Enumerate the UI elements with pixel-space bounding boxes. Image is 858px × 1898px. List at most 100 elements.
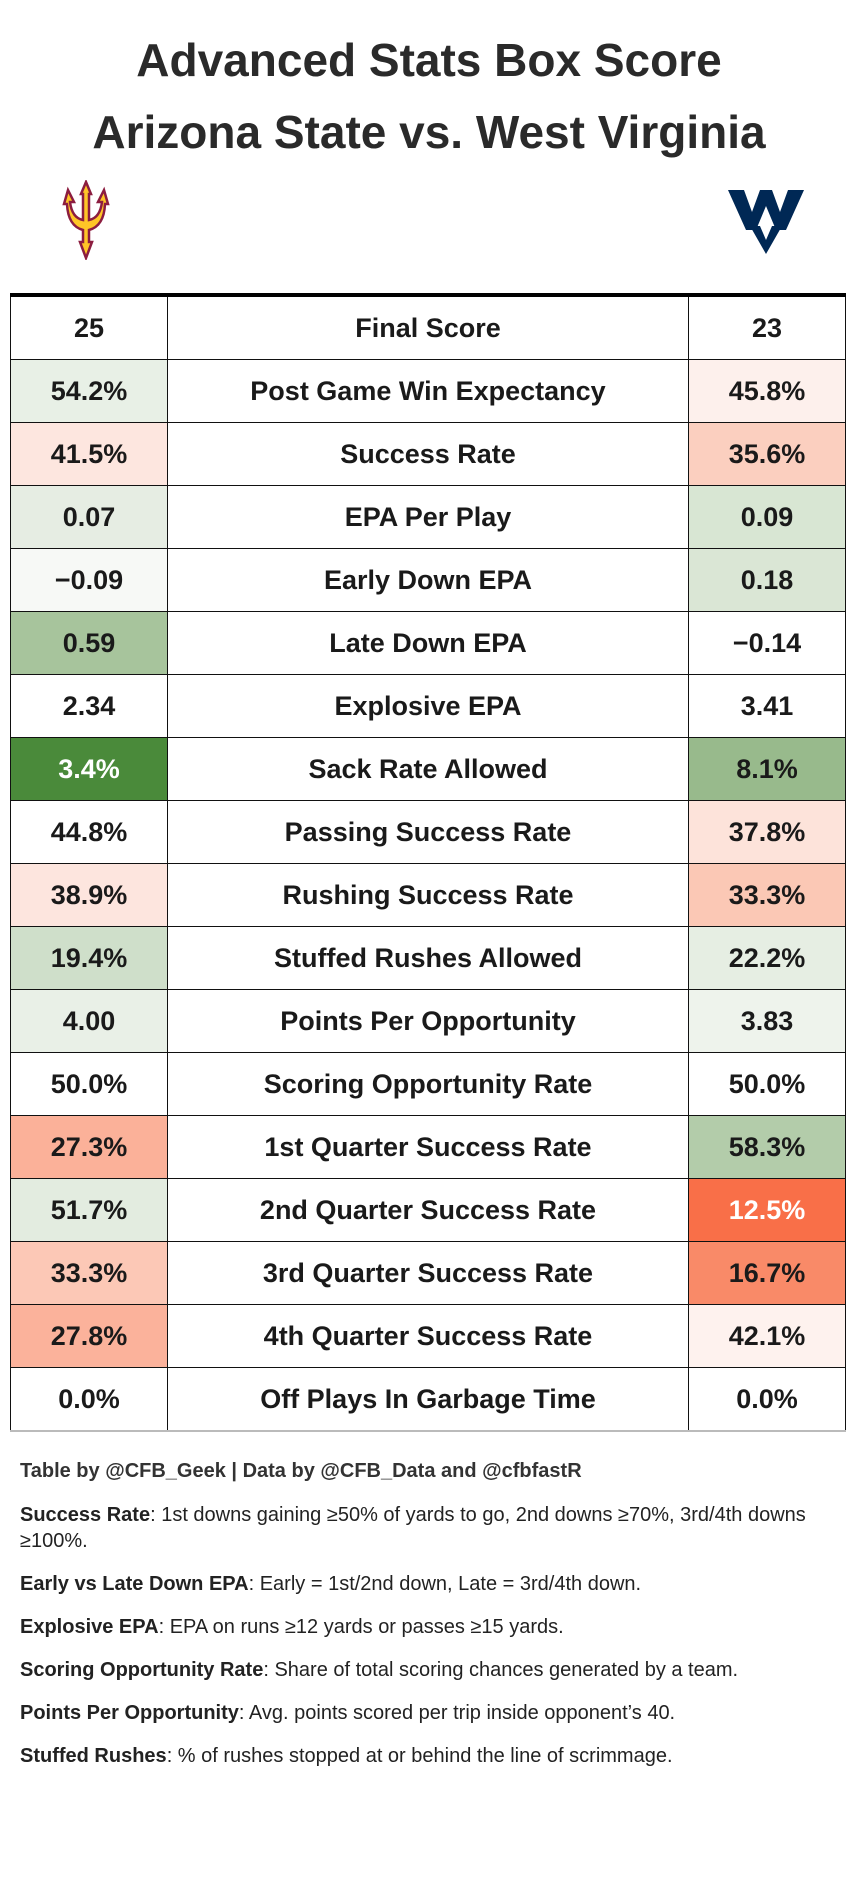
cell: 3rd Quarter Success Rate xyxy=(167,1241,689,1305)
note: Points Per Opportunity: Avg. points scor… xyxy=(20,1700,838,1726)
cell: 2nd Quarter Success Rate xyxy=(167,1178,689,1242)
credit: Table by @CFB_Geek | Data by @CFB_Data a… xyxy=(20,1460,582,1482)
note: Stuffed Rushes: % of rushes stopped at o… xyxy=(20,1743,838,1769)
note-text: : Early = 1st/2nd down, Late = 3rd/4th d… xyxy=(248,1573,642,1595)
stats-table: 25 Final Score 23 54.2% Post Game Win Exp… xyxy=(10,293,846,1432)
row: 51.7% 2nd Quarter Success Rate 12.5% xyxy=(10,1178,846,1242)
row: 38.9% Rushing Success Rate 33.3% xyxy=(10,863,846,927)
note: Success Rate: 1st downs gaining ≥50% of … xyxy=(20,1502,838,1554)
cell: Success Rate xyxy=(167,422,689,486)
title-line: Arizona State vs. West Virginia xyxy=(92,106,766,158)
note-term: Stuffed Rushes xyxy=(20,1745,167,1767)
row: 19.4% Stuffed Rushes Allowed 22.2% xyxy=(10,926,846,990)
cell: Rushing Success Rate xyxy=(167,863,689,927)
note-text: : % of rushes stopped at or behind the l… xyxy=(166,1745,673,1767)
note-text: : 1st downs gaining ≥50% of yards to go,… xyxy=(20,1504,806,1552)
cell: 4th Quarter Success Rate xyxy=(167,1304,689,1368)
wvu-logo xyxy=(728,190,804,254)
cell: 3.41 xyxy=(688,674,846,738)
asu-logo xyxy=(62,180,110,260)
cell: 50.0% xyxy=(10,1052,168,1116)
cell: 25 xyxy=(10,294,168,360)
row: 3.4% Sack Rate Allowed 8.1% xyxy=(10,737,846,801)
cell: 0.0% xyxy=(10,1367,168,1432)
cell: 4.00 xyxy=(10,989,168,1053)
note-text: : Share of total scoring chances generat… xyxy=(263,1659,739,1681)
cell: 16.7% xyxy=(688,1241,846,1305)
row: 44.8% Passing Success Rate 37.8% xyxy=(10,800,846,864)
cell: 33.3% xyxy=(688,863,846,927)
cell: 0.0% xyxy=(688,1367,846,1432)
cell: 2.34 xyxy=(10,674,168,738)
cell: 51.7% xyxy=(10,1178,168,1242)
title: Advanced Stats Box Score Arizona State vs… xyxy=(0,0,858,168)
title-line: Advanced Stats Box Score xyxy=(136,34,722,86)
cell: 37.8% xyxy=(688,800,846,864)
cell: 19.4% xyxy=(10,926,168,990)
row: 27.3% 1st Quarter Success Rate 58.3% xyxy=(10,1115,846,1179)
logos xyxy=(0,168,858,278)
cell: −0.14 xyxy=(688,611,846,675)
note-term: Early vs Late Down EPA xyxy=(20,1573,249,1595)
cell: 1st Quarter Success Rate xyxy=(167,1115,689,1179)
cell: Post Game Win Expectancy xyxy=(167,359,689,423)
cell: 0.59 xyxy=(10,611,168,675)
cell: 41.5% xyxy=(10,422,168,486)
cell: 27.3% xyxy=(10,1115,168,1179)
cell: 23 xyxy=(688,294,846,360)
footer: Table by @CFB_Geek | Data by @CFB_Data a… xyxy=(20,1458,838,1786)
note-term: Points Per Opportunity xyxy=(20,1702,239,1724)
note: Scoring Opportunity Rate: Share of total… xyxy=(20,1657,838,1683)
row: 33.3% 3rd Quarter Success Rate 16.7% xyxy=(10,1241,846,1305)
row: 4.00 Points Per Opportunity 3.83 xyxy=(10,989,846,1053)
cell: 3.83 xyxy=(688,989,846,1053)
cell: 12.5% xyxy=(688,1178,846,1242)
row: −0.09 Early Down EPA 0.18 xyxy=(10,548,846,612)
cell: 58.3% xyxy=(688,1115,846,1179)
cell: 44.8% xyxy=(10,800,168,864)
cell: 54.2% xyxy=(10,359,168,423)
cell: 38.9% xyxy=(10,863,168,927)
cell: 8.1% xyxy=(688,737,846,801)
row: 0.07 EPA Per Play 0.09 xyxy=(10,485,846,549)
note-text: : EPA on runs ≥12 yards or passes ≥15 ya… xyxy=(158,1616,564,1638)
cell: 22.2% xyxy=(688,926,846,990)
note-term: Scoring Opportunity Rate xyxy=(20,1659,264,1681)
cell: −0.09 xyxy=(10,548,168,612)
row: 41.5% Success Rate 35.6% xyxy=(10,422,846,486)
cell: 33.3% xyxy=(10,1241,168,1305)
row: 0.59 Late Down EPA −0.14 xyxy=(10,611,846,675)
cell: 0.09 xyxy=(688,485,846,549)
cell: Passing Success Rate xyxy=(167,800,689,864)
cell: Late Down EPA xyxy=(167,611,689,675)
cell: 45.8% xyxy=(688,359,846,423)
header-row: 25 Final Score 23 xyxy=(10,294,846,360)
cell: 3.4% xyxy=(10,737,168,801)
cell: 42.1% xyxy=(688,1304,846,1368)
note-term: Success Rate xyxy=(20,1504,151,1526)
cell: Stuffed Rushes Allowed xyxy=(167,926,689,990)
row: 2.34 Explosive EPA 3.41 xyxy=(10,674,846,738)
row: 0.0% Off Plays In Garbage Time 0.0% xyxy=(10,1367,846,1432)
cell: Scoring Opportunity Rate xyxy=(167,1052,689,1116)
row: 50.0% Scoring Opportunity Rate 50.0% xyxy=(10,1052,846,1116)
table-body: 25 Final Score 23 54.2% Post Game Win Exp… xyxy=(10,294,846,1432)
cell: 0.07 xyxy=(10,485,168,549)
note: Early vs Late Down EPA: Early = 1st/2nd … xyxy=(20,1571,838,1597)
cell: 0.18 xyxy=(688,548,846,612)
cell: Final Score xyxy=(167,294,689,360)
cell: EPA Per Play xyxy=(167,485,689,549)
cell: 35.6% xyxy=(688,422,846,486)
note-term: Explosive EPA xyxy=(20,1616,159,1638)
cell: Early Down EPA xyxy=(167,548,689,612)
cell: 27.8% xyxy=(10,1304,168,1368)
cell: Explosive EPA xyxy=(167,674,689,738)
cell: 50.0% xyxy=(688,1052,846,1116)
note: Explosive EPA: EPA on runs ≥12 yards or … xyxy=(20,1614,838,1640)
cell: Sack Rate Allowed xyxy=(167,737,689,801)
cell: Off Plays In Garbage Time xyxy=(167,1367,689,1432)
row: 27.8% 4th Quarter Success Rate 42.1% xyxy=(10,1304,846,1368)
row: 54.2% Post Game Win Expectancy 45.8% xyxy=(10,359,846,423)
